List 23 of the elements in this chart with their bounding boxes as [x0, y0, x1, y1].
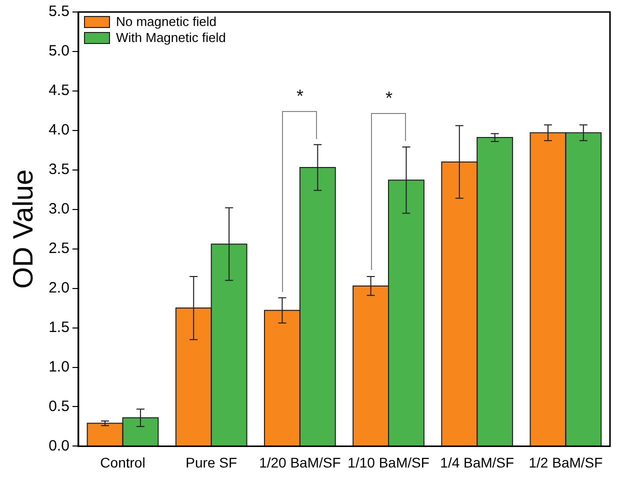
x-tick-label: 1/10 BaM/SF — [348, 454, 430, 470]
x-tick-label: 1/4 BaM/SF — [440, 454, 514, 470]
annotation: * — [384, 88, 394, 108]
x-tick-label: 1/20 BaM/SF — [259, 454, 341, 470]
y-tick-label: 5.0 — [48, 42, 70, 60]
x-tick-label: 1/2 BaM/SF — [528, 454, 603, 470]
y-tick-label: 2.0 — [48, 279, 70, 296]
y-tick-label: 0.5 — [48, 398, 70, 415]
annotation: * — [295, 86, 304, 106]
x-tick-label: Control — [100, 454, 146, 470]
y-tick-label: 1.0 — [48, 358, 70, 376]
y-tick-label: 0.0 — [48, 437, 70, 454]
x-tick-label: Pure SF — [186, 454, 238, 470]
y-axis-title: OD Value — [8, 169, 39, 289]
y-tick-label: 5.5 — [48, 3, 70, 20]
y-tick-label: 3.5 — [48, 161, 70, 178]
legend-label: With Magnetic field — [116, 30, 226, 46]
y-tick-label: 1.5 — [48, 318, 70, 336]
y-tick-label: 3.0 — [48, 200, 70, 218]
y-tick-label: 4.5 — [48, 82, 70, 100]
legend-label: No magnetic field — [116, 14, 216, 30]
y-tick-label: 2.5 — [48, 240, 70, 257]
y-tick-label: 4.0 — [48, 122, 70, 139]
